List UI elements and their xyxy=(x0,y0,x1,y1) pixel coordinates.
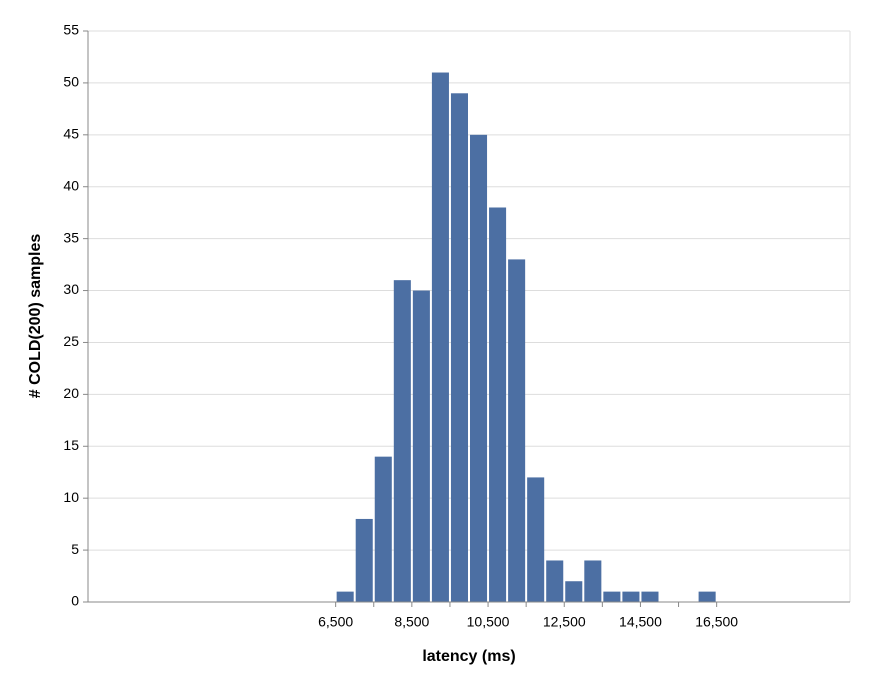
y-tick-label: 0 xyxy=(71,593,79,609)
bar xyxy=(584,560,602,602)
bar xyxy=(336,591,354,602)
y-tick-label: 50 xyxy=(63,74,79,90)
y-tick-label: 35 xyxy=(63,229,79,245)
x-tick-label: 12,500 xyxy=(543,614,586,630)
y-tick-label: 20 xyxy=(63,385,79,401)
bar xyxy=(374,456,392,602)
x-tick-label: 10,500 xyxy=(467,614,510,630)
x-tick-label: 8,500 xyxy=(394,614,429,630)
y-tick-label: 55 xyxy=(63,22,79,38)
x-axis-title: latency (ms) xyxy=(422,648,515,665)
bar xyxy=(565,581,583,602)
bar xyxy=(355,518,373,602)
bar xyxy=(603,591,621,602)
bar xyxy=(393,280,411,602)
y-tick-label: 40 xyxy=(63,177,79,193)
bar xyxy=(641,591,659,602)
bar xyxy=(546,560,564,602)
y-tick-label: 30 xyxy=(63,281,79,297)
x-tick-label: 14,500 xyxy=(619,614,662,630)
y-tick-label: 15 xyxy=(63,437,79,453)
bar xyxy=(622,591,640,602)
x-tick-label: 16,500 xyxy=(695,614,738,630)
bar xyxy=(431,72,449,602)
y-tick-label: 10 xyxy=(63,489,79,505)
y-axis-title: # COLD(200) samples xyxy=(27,234,44,399)
bar xyxy=(698,591,716,602)
bar xyxy=(508,259,526,602)
bar xyxy=(527,477,545,602)
x-tick-label: 6,500 xyxy=(318,614,353,630)
y-tick-label: 45 xyxy=(63,126,79,142)
bar xyxy=(470,134,488,602)
y-tick-label: 5 xyxy=(71,541,79,557)
bar xyxy=(412,290,430,602)
bar xyxy=(450,93,468,603)
bar xyxy=(489,207,507,602)
y-tick-label: 25 xyxy=(63,333,79,349)
